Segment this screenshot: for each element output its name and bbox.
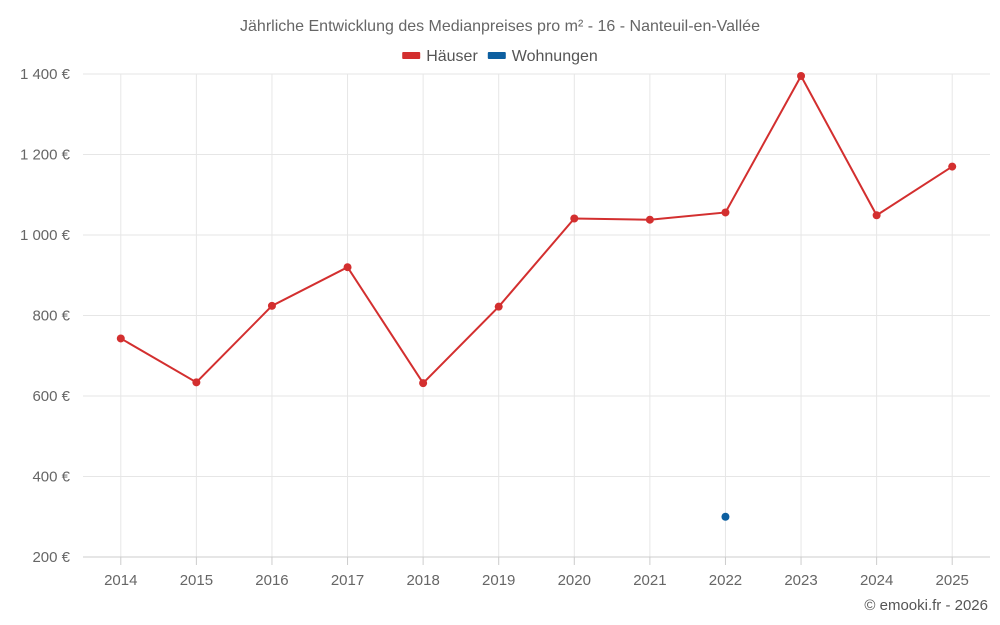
x-tick-label: 2023 [784, 572, 817, 589]
legend-label: Wohnungen [512, 48, 598, 65]
x-tick-label: 2021 [633, 572, 666, 589]
chart-title: Jährliche Entwicklung des Medianpreises … [240, 18, 760, 35]
y-tick-label: 1 400 € [20, 66, 71, 83]
data-point[interactable] [645, 215, 654, 224]
x-tick-label: 2018 [406, 572, 439, 589]
y-tick-label: 800 € [32, 308, 70, 325]
x-tick-label: 2020 [558, 572, 591, 589]
data-point[interactable] [721, 208, 730, 217]
data-point[interactable] [721, 512, 730, 521]
x-tick-label: 2016 [255, 572, 288, 589]
data-point[interactable] [343, 263, 352, 272]
x-tick-label: 2017 [331, 572, 364, 589]
axes: 200 € 400 € 600 € 800 € 1 000 € 1 200 € 1 400 … [20, 66, 990, 589]
y-tick-label: 400 € [32, 469, 70, 486]
legend-label: Häuser [426, 48, 478, 65]
x-tick-label: 2022 [709, 572, 742, 589]
grid [83, 73, 990, 557]
x-tick-label: 2014 [104, 572, 137, 589]
data-point[interactable] [419, 379, 428, 388]
data-point[interactable] [797, 72, 806, 81]
copyright-text: © emooki.fr - 2026 [864, 597, 988, 614]
x-tick-label: 2024 [860, 572, 893, 589]
x-tick-label: 2015 [180, 572, 213, 589]
legend-item-1[interactable]: Wohnungen [487, 48, 598, 65]
legend-swatch [402, 52, 421, 59]
data-point[interactable] [494, 302, 503, 311]
data-point[interactable] [116, 334, 125, 343]
data-point[interactable] [948, 162, 957, 171]
y-tick-label: 200 € [32, 549, 70, 566]
y-tick-label: 1 200 € [20, 147, 71, 164]
x-tick-label: 2019 [482, 572, 515, 589]
data-point[interactable] [192, 378, 201, 387]
data-point[interactable] [872, 211, 881, 220]
series [116, 72, 957, 521]
data-point[interactable] [570, 214, 579, 223]
legend-item-0[interactable]: Häuser [402, 48, 478, 65]
data-point[interactable] [267, 301, 276, 310]
legend[interactable]: Häuser Wohnungen [402, 48, 598, 65]
x-tick-label: 2025 [936, 572, 969, 589]
y-tick-label: 1 000 € [20, 227, 71, 244]
legend-swatch [487, 52, 506, 59]
series-line-0 [120, 73, 953, 385]
y-tick-label: 600 € [32, 388, 70, 405]
